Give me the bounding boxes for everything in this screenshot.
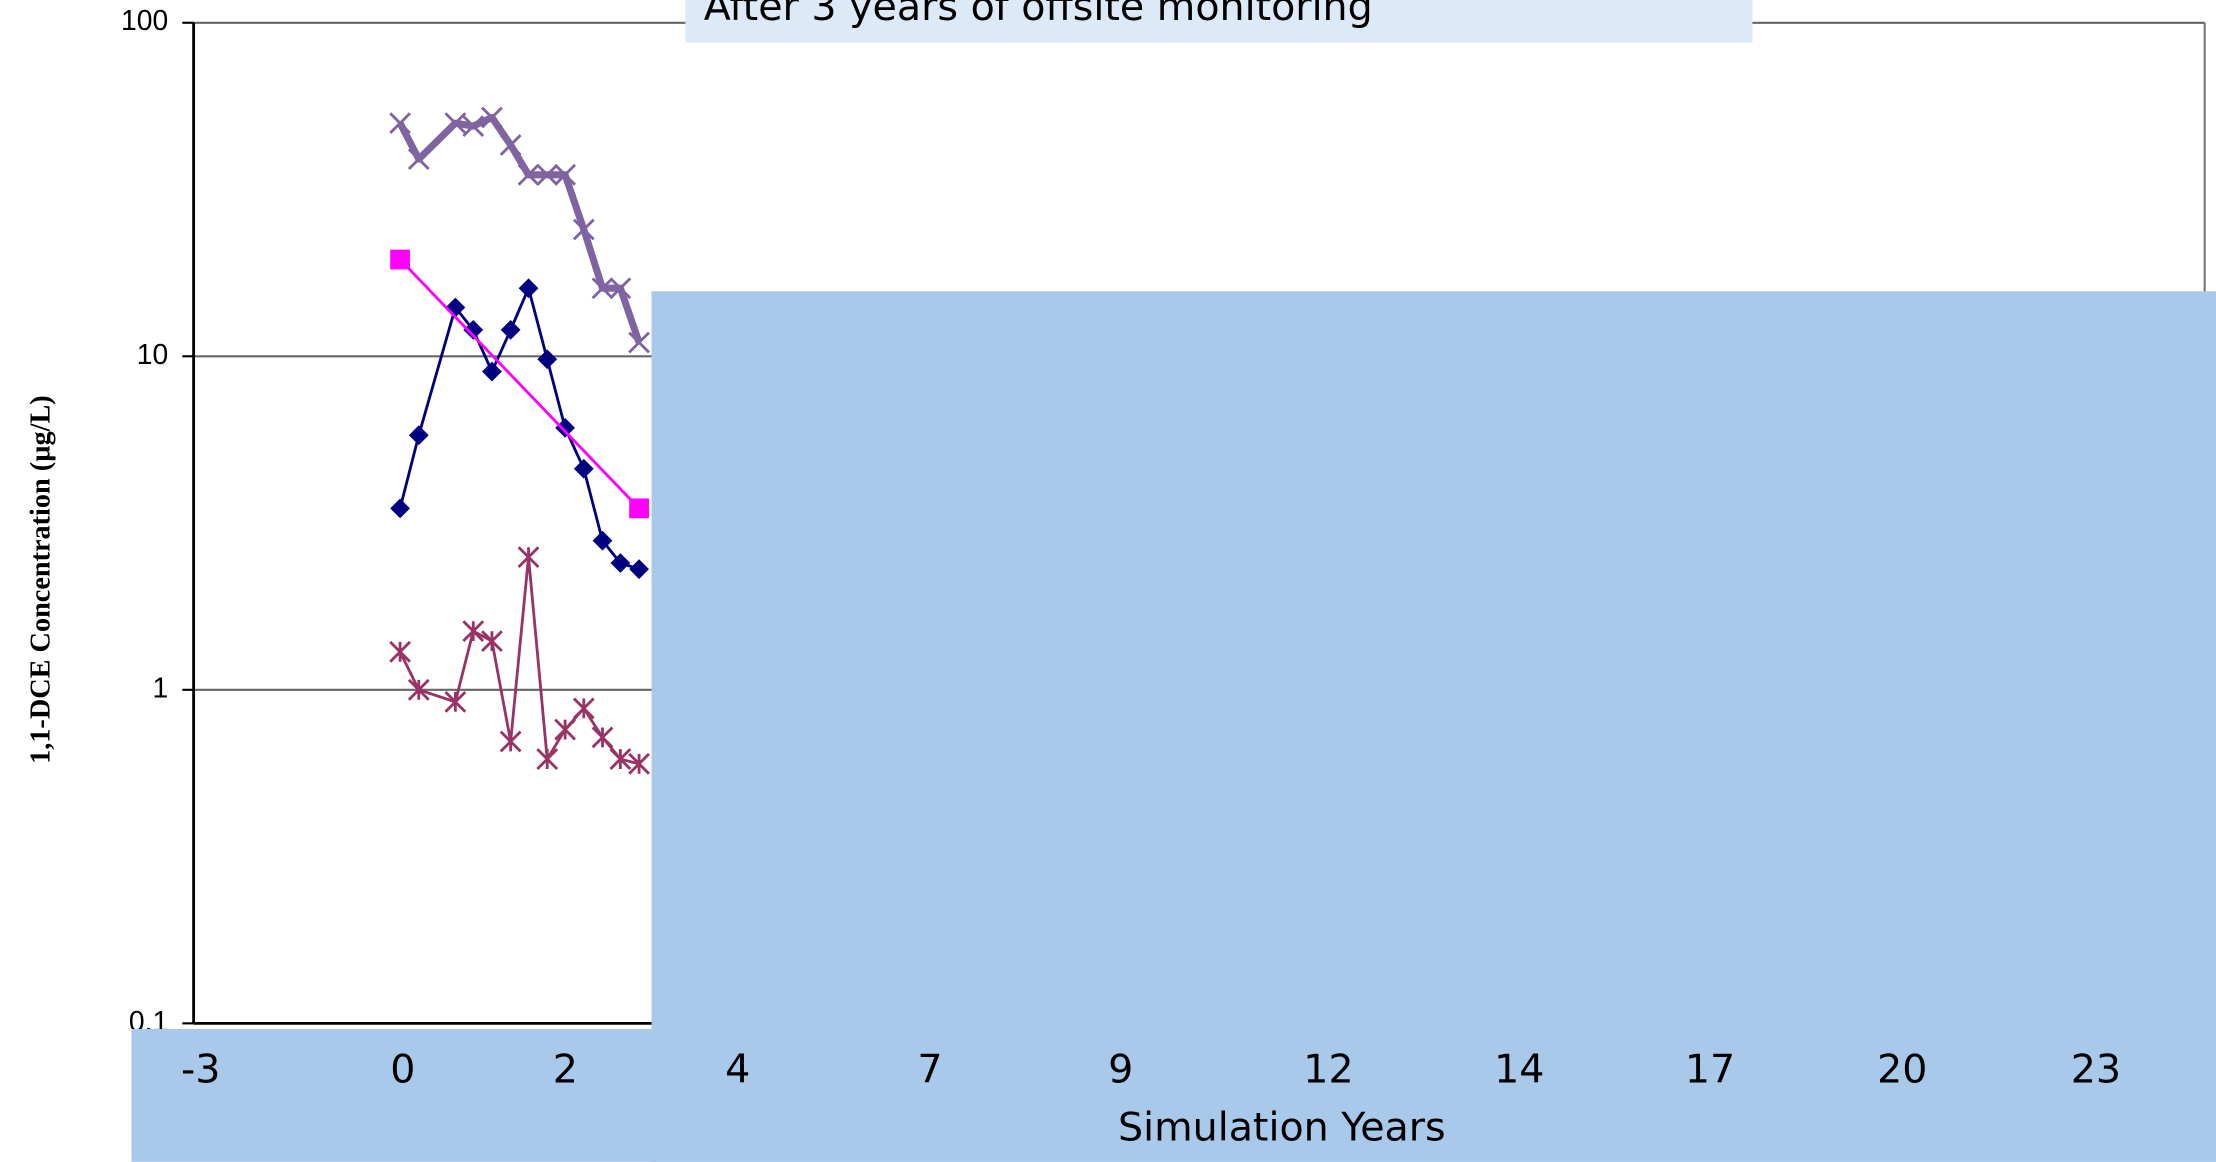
point bbox=[444, 112, 467, 135]
point bbox=[517, 163, 540, 186]
point bbox=[407, 148, 430, 171]
axis-label: 20 bbox=[1877, 1047, 1927, 1093]
point bbox=[390, 498, 410, 519]
point bbox=[555, 417, 575, 438]
point bbox=[408, 425, 429, 446]
point bbox=[462, 115, 485, 137]
point bbox=[537, 349, 558, 370]
axis-cover bbox=[131, 1029, 2216, 1162]
y-tick-label: 100 bbox=[121, 4, 168, 36]
point bbox=[591, 277, 614, 300]
point bbox=[628, 331, 650, 354]
point bbox=[573, 458, 594, 479]
y-tick-label: 1 bbox=[152, 671, 168, 703]
axis-label: 23 bbox=[2071, 1047, 2121, 1093]
axis-label: 4 bbox=[725, 1047, 750, 1093]
callout-text: After 3 years of offsite monitoring bbox=[704, 0, 1373, 30]
point bbox=[609, 277, 632, 300]
y-tick-label: 10 bbox=[137, 338, 168, 370]
point bbox=[629, 559, 649, 580]
y-axis-label: 1,1-DCE Concentration (µg/L) bbox=[25, 395, 56, 764]
point bbox=[536, 748, 559, 770]
point bbox=[628, 752, 650, 775]
point bbox=[609, 748, 632, 770]
axis-title: Simulation Years bbox=[1118, 1105, 1446, 1151]
point bbox=[481, 106, 503, 129]
axis-label: 17 bbox=[1685, 1047, 1735, 1093]
cover-box bbox=[651, 291, 2216, 1162]
axis-label: 9 bbox=[1108, 1047, 1133, 1093]
point bbox=[390, 249, 410, 270]
point bbox=[499, 134, 522, 156]
point bbox=[463, 319, 484, 340]
axis-label: 7 bbox=[917, 1047, 942, 1093]
point bbox=[572, 697, 595, 720]
axis-label: 14 bbox=[1494, 1047, 1544, 1093]
point bbox=[554, 718, 576, 741]
axis-label: 12 bbox=[1303, 1047, 1353, 1093]
point bbox=[572, 218, 595, 241]
point bbox=[517, 546, 540, 568]
point bbox=[591, 726, 614, 749]
point bbox=[518, 278, 539, 299]
point bbox=[482, 361, 502, 382]
axis-label: 2 bbox=[553, 1047, 578, 1093]
axis-label: 0 bbox=[390, 1047, 415, 1093]
callout-box bbox=[685, 0, 1753, 43]
overlay: After 3 years of offsite monitoring Simu… bbox=[131, 0, 2216, 1162]
point bbox=[536, 163, 559, 186]
point bbox=[500, 319, 521, 340]
series-line bbox=[399, 258, 641, 510]
point bbox=[481, 630, 503, 652]
axis-label: -3 bbox=[181, 1047, 220, 1093]
point bbox=[407, 678, 430, 701]
point bbox=[444, 691, 467, 713]
point bbox=[629, 498, 649, 519]
point bbox=[554, 163, 576, 186]
point bbox=[389, 640, 411, 663]
point bbox=[499, 730, 522, 753]
point bbox=[389, 112, 411, 135]
point bbox=[462, 620, 485, 642]
